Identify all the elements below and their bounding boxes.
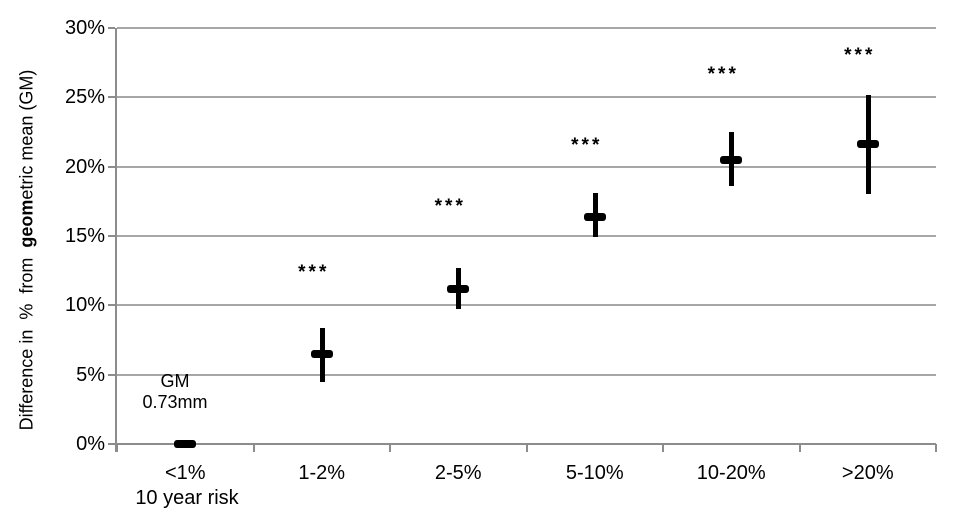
x-category-label: <1% xyxy=(164,462,206,484)
y-tick-label: 25% xyxy=(64,86,105,109)
x-axis-tick xyxy=(116,444,118,452)
x-axis-tick xyxy=(525,444,528,452)
gm-annotation-line1: GM xyxy=(160,371,190,391)
x-axis-title: 10 year risk xyxy=(135,487,239,509)
y-axis-tick xyxy=(108,373,115,376)
y-axis-tick xyxy=(108,235,115,237)
point-marker xyxy=(447,284,470,293)
y-tick-label: 15% xyxy=(64,225,105,247)
significance-label: *** xyxy=(434,195,466,217)
y-axis-tick xyxy=(108,304,115,307)
point-marker xyxy=(583,212,606,221)
gridline xyxy=(117,165,936,168)
point-marker xyxy=(856,140,879,149)
significance-label: *** xyxy=(707,64,739,86)
point-marker xyxy=(174,440,197,448)
x-category-label: 10-20% xyxy=(696,462,766,484)
gm-annotation-line2: 0.73mm xyxy=(142,392,208,412)
gridline xyxy=(117,304,936,307)
x-axis-tick xyxy=(935,444,937,452)
x-category-label: 1-2% xyxy=(298,462,346,484)
y-axis-title-suffix: etric mean (GM) xyxy=(16,69,37,200)
x-category-label: 5-10% xyxy=(565,462,624,484)
y-axis-tick xyxy=(108,27,115,29)
x-axis-tick xyxy=(798,444,801,452)
x-axis-tick xyxy=(252,444,255,452)
significance-label: *** xyxy=(844,44,876,66)
x-axis-tick xyxy=(389,444,391,452)
y-axis-tick xyxy=(108,443,115,445)
significance-label: *** xyxy=(571,134,603,156)
y-tick-label: 0% xyxy=(76,433,105,455)
y-tick-label: 30% xyxy=(64,17,105,39)
significance-label: *** xyxy=(298,262,330,284)
gridline xyxy=(117,373,936,376)
y-tick-label: 10% xyxy=(64,294,105,317)
gridline xyxy=(117,27,936,29)
gm-annotation: GM 0.73mm xyxy=(125,371,225,413)
y-axis-line xyxy=(115,28,117,452)
x-axis-tick xyxy=(662,444,664,452)
y-axis-title-bold-part: geom xyxy=(16,199,37,248)
x-category-label: 2-5% xyxy=(434,462,482,484)
y-axis-tick xyxy=(108,96,115,99)
x-category-label: >20% xyxy=(841,462,894,484)
y-axis-title-prefix: Difference in % from xyxy=(16,247,37,431)
point-marker xyxy=(720,155,743,164)
y-axis-tick xyxy=(108,165,115,168)
y-tick-label: 5% xyxy=(76,363,105,386)
gridline xyxy=(117,96,936,99)
y-tick-label: 20% xyxy=(64,155,105,178)
y-axis-title: Difference in % from geometric mean (GM) xyxy=(17,70,38,431)
point-marker xyxy=(310,349,333,358)
gridline xyxy=(117,235,936,237)
